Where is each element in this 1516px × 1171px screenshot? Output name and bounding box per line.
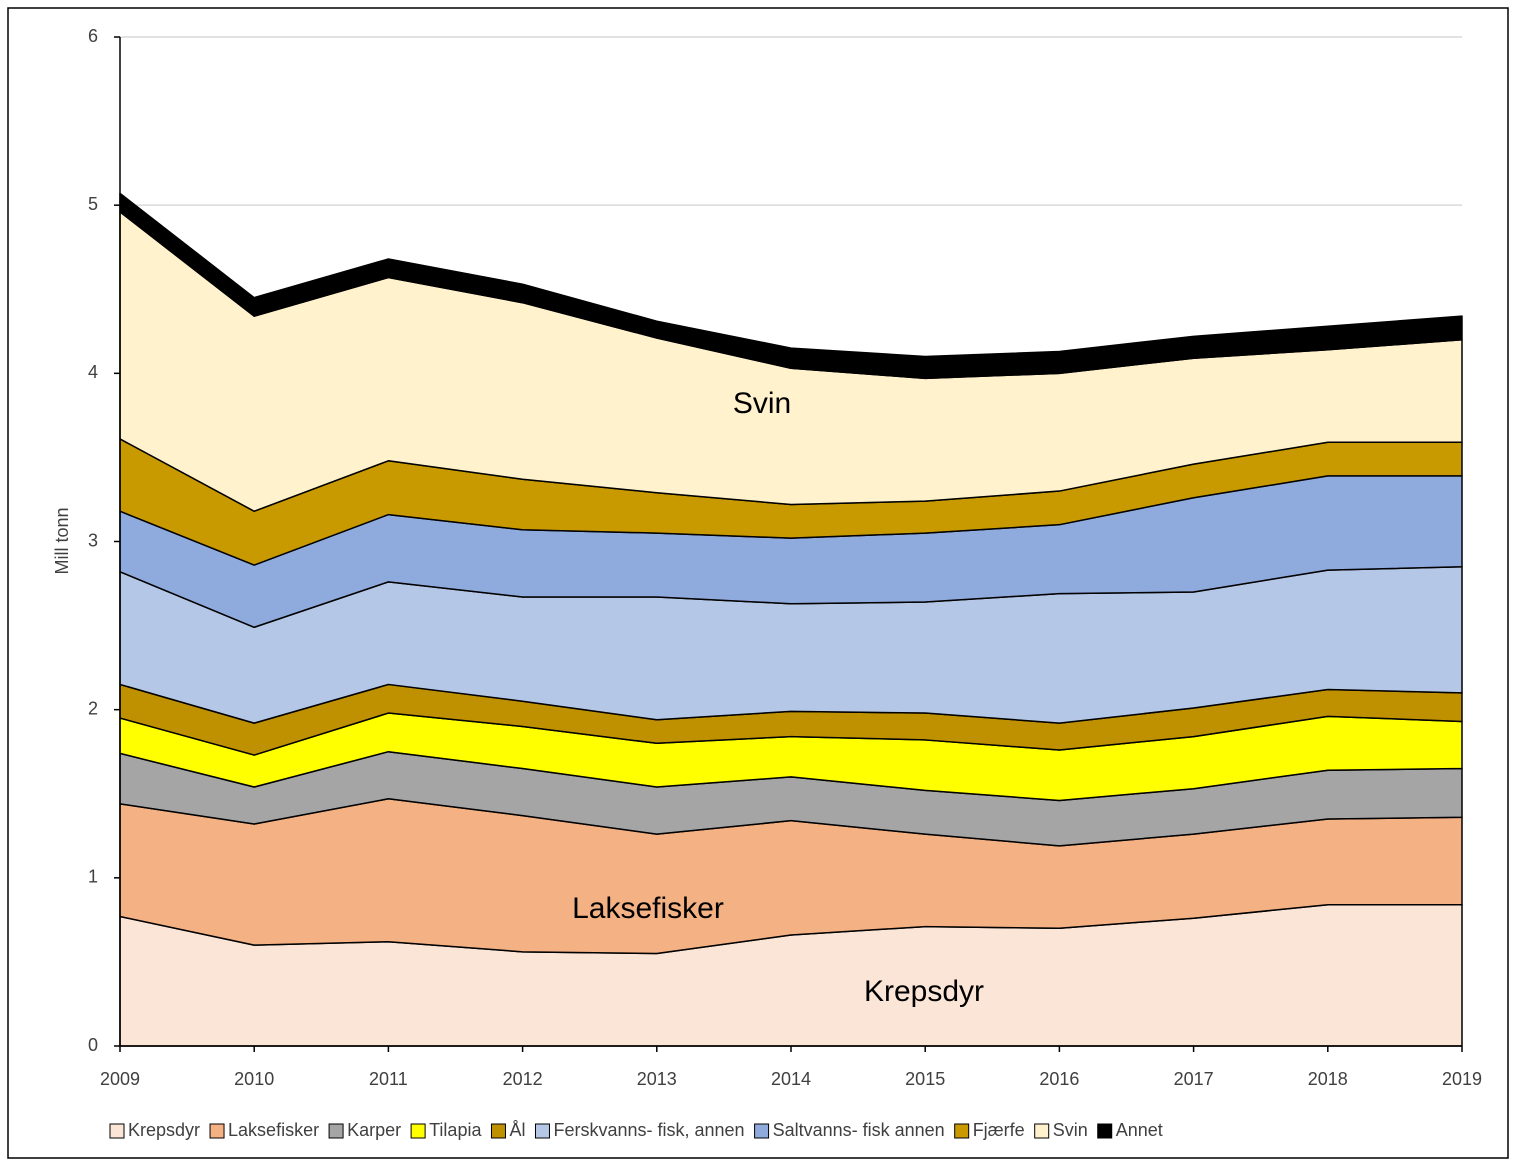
legend-swatch — [109, 1123, 125, 1139]
annotation: Svin — [733, 387, 791, 420]
x-tick-label: 2009 — [100, 1069, 140, 1089]
area — [119, 192, 1463, 380]
legend-label: Fjærfe — [973, 1120, 1025, 1140]
x-tick-label: 2016 — [1039, 1069, 1079, 1089]
legend-swatch — [954, 1123, 970, 1139]
legend-swatch — [534, 1123, 550, 1139]
legend-swatch — [209, 1123, 225, 1139]
legend-swatch — [1097, 1123, 1113, 1139]
y-tick-label: 3 — [88, 530, 98, 550]
y-tick-label: 4 — [88, 362, 98, 382]
annotation: Laksefisker — [572, 892, 724, 925]
legend-label: Tilapia — [429, 1120, 482, 1140]
y-tick-label: 2 — [88, 698, 98, 718]
legend-label: Karper — [347, 1120, 401, 1140]
x-tick-label: 2014 — [771, 1069, 811, 1089]
legend-label: Annet — [1116, 1120, 1163, 1140]
x-tick-label: 2019 — [1442, 1069, 1482, 1089]
legend-swatch — [754, 1123, 770, 1139]
x-tick-label: 2012 — [503, 1069, 543, 1089]
x-tick-label: 2013 — [637, 1069, 677, 1089]
y-tick-label: 1 — [88, 867, 98, 887]
legend-label: Laksefisker — [228, 1120, 319, 1140]
legend-label: Svin — [1053, 1120, 1088, 1140]
x-tick-label: 2015 — [905, 1069, 945, 1089]
y-axis-label: Mill tonn — [52, 507, 72, 574]
x-tick-label: 2017 — [1174, 1069, 1214, 1089]
x-tick-label: 2018 — [1308, 1069, 1348, 1089]
legend-label: Saltvanns- fisk annen — [773, 1120, 945, 1140]
legend-label: Ferskvanns- fisk, annen — [553, 1120, 744, 1140]
legend-label: Ål — [509, 1120, 525, 1140]
legend-swatch — [1034, 1123, 1050, 1139]
legend-label: Krepsdyr — [128, 1120, 200, 1140]
x-tick-label: 2011 — [369, 1069, 408, 1089]
y-tick-label: 6 — [88, 26, 98, 46]
y-tick-label: 5 — [88, 194, 98, 214]
legend-swatch — [328, 1123, 344, 1139]
legend-swatch — [490, 1123, 506, 1139]
annotation: Krepsdyr — [864, 975, 984, 1008]
legend-swatch — [410, 1123, 426, 1139]
y-tick-label: 0 — [88, 1035, 98, 1055]
x-tick-label: 2010 — [234, 1069, 274, 1089]
